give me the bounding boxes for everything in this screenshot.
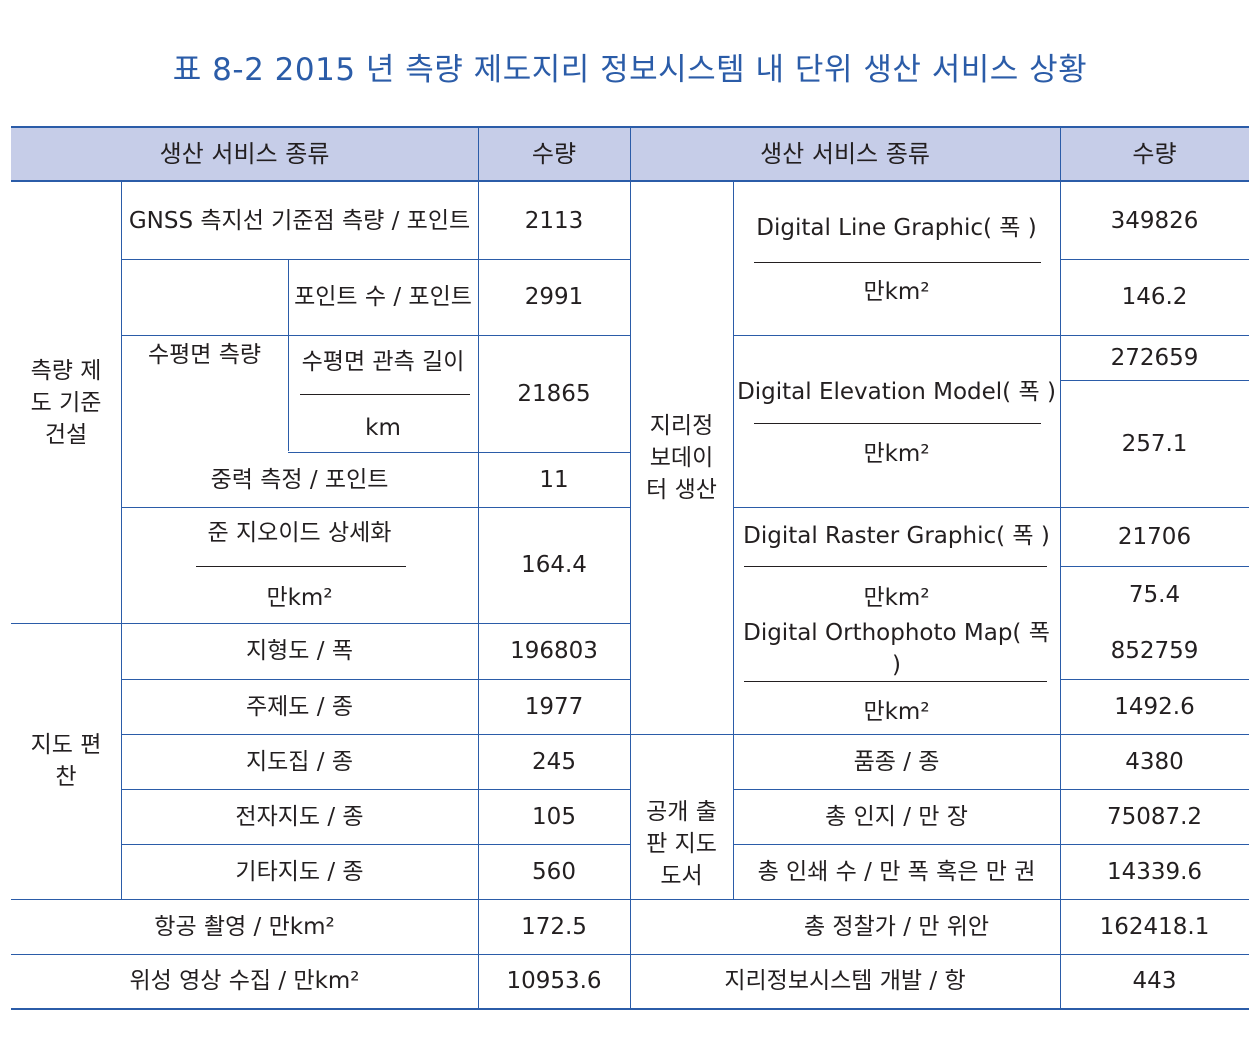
price-value: 162418.1	[1099, 913, 1210, 940]
drg-area: 75.4	[1128, 581, 1181, 608]
thematic-label: 주제도 / 종	[245, 693, 353, 720]
drg-value: 21706	[1117, 523, 1192, 550]
gnss-value: 2113	[524, 207, 584, 234]
group-geo-label: 지리정보데이터 생산	[646, 413, 717, 503]
table-title: 표 8-2 2015 년 측량 제도지리 정보시스템 내 단위 생산 서비스 상…	[172, 52, 1088, 88]
geoid-label: 준 지오이드 상세화	[207, 520, 392, 546]
leveling-points-value: 2991	[524, 284, 584, 310]
topo-value: 196803	[510, 638, 598, 664]
group-pub-label: 공개 출판 지도 도서	[646, 799, 717, 889]
geoid-value: 164.4	[521, 552, 587, 578]
table-bottom-rule	[11, 1008, 1249, 1010]
dlg-unit: 만km²	[863, 279, 930, 305]
leveling-length-value: 21865	[517, 380, 591, 407]
leveling-label: 수평면 측량	[147, 342, 262, 368]
dem-unit: 만km²	[863, 441, 930, 467]
electronic-label: 전자지도 / 종	[235, 803, 364, 830]
electronic-value: 105	[532, 803, 576, 830]
satellite-value: 10953.6	[506, 968, 602, 994]
varieties-label: 품종 / 종	[853, 748, 940, 775]
atlas-value: 245	[532, 748, 576, 775]
print-value: 75087.2	[1106, 803, 1203, 830]
header-right-type: 생산 서비스 종류	[760, 140, 930, 168]
print-label: 총 인지 / 만 장	[825, 803, 968, 830]
group-survey-label: 측량 제도 기준 건설	[30, 357, 102, 448]
header-left-qty: 수량	[531, 140, 577, 168]
atlas-label: 지도집 / 종	[245, 748, 353, 775]
leveling-length-label: 수평면 관측 길이	[301, 349, 465, 375]
topo-label: 지형도 / 폭	[245, 638, 353, 664]
leveling-length-unit: km	[365, 415, 401, 441]
drg-label: Digital Raster Graphic( 폭 )	[743, 523, 1050, 549]
gis-label: 지리정보시스템 개발 / 항	[724, 968, 966, 994]
other-label: 기타지도 / 종	[235, 858, 364, 885]
header-left-type: 생산 서비스 종류	[159, 140, 330, 168]
dlg-value: 349826	[1110, 207, 1199, 234]
other-value: 560	[532, 858, 576, 885]
varieties-value: 4380	[1125, 748, 1184, 775]
dlg-label: Digital Line Graphic( 폭 )	[756, 215, 1037, 241]
satellite-label: 위성 영상 수집 / 만km²	[129, 968, 360, 994]
dom-label: Digital Orthophoto Map( 폭 )	[743, 620, 1050, 678]
dem-value: 272659	[1110, 344, 1199, 371]
dom-unit: 만km²	[863, 699, 930, 725]
copies-label: 총 인쇄 수 / 만 폭 혹은 만 권	[757, 858, 1036, 885]
dlg-area: 146.2	[1121, 284, 1188, 310]
group-map-label: 지도 편찬	[30, 732, 102, 790]
aerial-label: 항공 촬영 / 만km²	[154, 913, 335, 940]
dom-area: 1492.6	[1114, 693, 1195, 720]
gravity-label: 중력 측정 / 포인트	[210, 466, 389, 493]
gis-value: 443	[1132, 968, 1177, 994]
copies-value: 14339.6	[1106, 858, 1203, 885]
price-label: 총 정찰가 / 만 위안	[803, 913, 990, 940]
thematic-value: 1977	[524, 693, 584, 720]
leveling-points-label: 포인트 수 / 포인트	[294, 284, 472, 310]
dem-area: 257.1	[1121, 430, 1188, 457]
service-table: 생산 서비스 종류 수량 생산 서비스 종류 수량 측량 제도 기준 건설 GN…	[11, 126, 1249, 1010]
gnss-label: GNSS 측지선 기준점 측량 / 포인트	[128, 207, 471, 234]
aerial-value: 172.5	[521, 913, 587, 940]
header-right-qty: 수량	[1132, 140, 1177, 168]
dom-value: 852759	[1110, 638, 1199, 664]
dem-label: Digital Elevation Model( 폭 )	[737, 379, 1056, 405]
gravity-value: 11	[539, 466, 569, 493]
drg-unit: 만km²	[863, 585, 930, 611]
geoid-unit: 만km²	[266, 585, 333, 611]
